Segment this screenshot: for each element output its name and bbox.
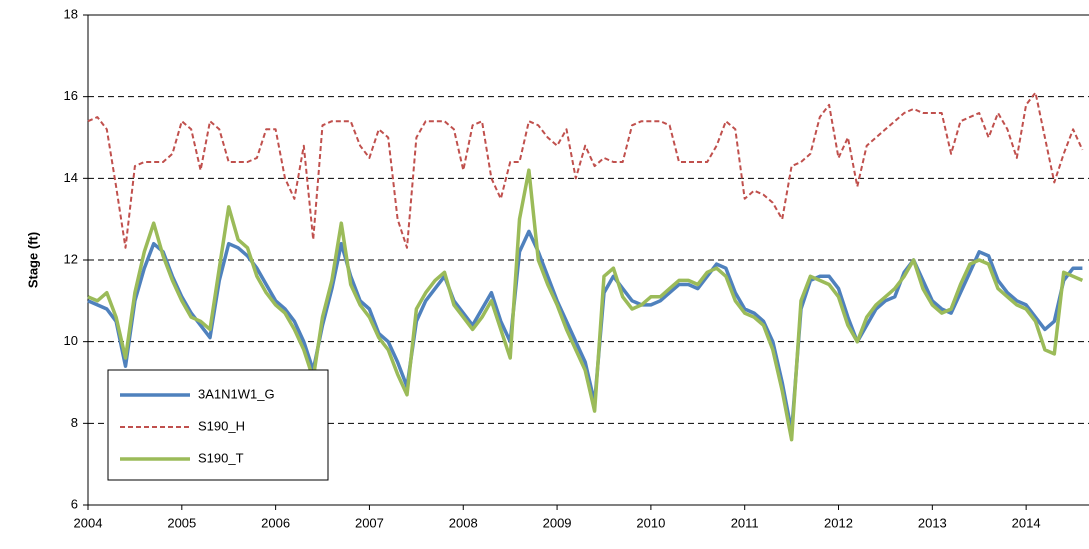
y-tick-label: 18 xyxy=(64,6,78,21)
y-tick-label: 10 xyxy=(64,333,78,348)
x-tick-label: 2011 xyxy=(731,515,759,530)
y-tick-label: 6 xyxy=(71,496,78,511)
x-tick-label: 2013 xyxy=(918,515,947,530)
legend-label: 3A1N1W1_G xyxy=(198,386,275,401)
x-tick-label: 2008 xyxy=(449,515,478,530)
y-tick-label: 8 xyxy=(71,415,78,430)
legend-label: S190_H xyxy=(198,418,245,433)
y-tick-label: 16 xyxy=(64,88,78,103)
x-tick-label: 2005 xyxy=(167,515,196,530)
legend: 3A1N1W1_G S190_H S190_T xyxy=(107,369,329,481)
series-line xyxy=(87,168,1084,442)
x-tick-label: 2004 xyxy=(74,515,103,530)
x-tick-label: 2014 xyxy=(1012,515,1041,530)
legend-box xyxy=(107,369,329,481)
legend-label: S190_T xyxy=(198,450,244,465)
y-tick-label: 14 xyxy=(64,170,78,185)
x-tick-label: 2006 xyxy=(261,515,290,530)
x-tick-label: 2012 xyxy=(824,515,853,530)
x-tick-label: 2010 xyxy=(636,515,665,530)
x-tick-label: 2007 xyxy=(355,515,384,530)
y-tick-label: 12 xyxy=(64,251,78,266)
series-line xyxy=(87,91,1084,249)
y-axis-label: Stage (ft) xyxy=(25,232,40,288)
x-tick-label: 2009 xyxy=(543,515,572,530)
